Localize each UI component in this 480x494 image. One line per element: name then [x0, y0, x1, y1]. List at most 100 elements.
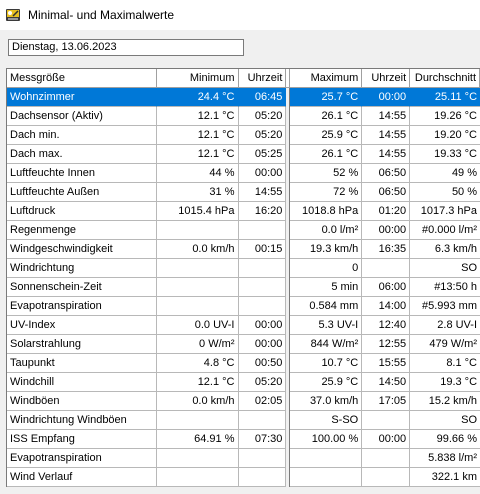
table-row[interactable]: Windgeschwindigkeit 0.0 km/h 00:15 19.3 km/…: [7, 240, 480, 259]
min-time: 00:00: [238, 335, 287, 354]
measure-name: Dachsensor (Aktiv): [7, 107, 157, 126]
column-gap: [286, 430, 291, 449]
min-value: 12.1 °C: [156, 126, 239, 145]
table-row[interactable]: Luftdruck 1015.4 hPa 16:20 1018.8 hPa 01:20 1…: [7, 202, 480, 221]
max-value: [290, 449, 363, 468]
measure-name: Dach max.: [7, 145, 157, 164]
table-row[interactable]: Evapotranspiration 5.838 l/m²: [7, 449, 480, 468]
measure-name: Regenmenge: [7, 221, 157, 240]
max-value: 37.0 km/h: [290, 392, 363, 411]
max-time: 00:00: [362, 88, 411, 107]
table-row[interactable]: Wind Verlauf 322.1 km: [7, 468, 480, 487]
header-maximum[interactable]: Maximum: [290, 69, 363, 88]
min-value: 0.0 UV-I: [156, 316, 239, 335]
max-value: 0.584 mm: [290, 297, 363, 316]
max-time: 12:40: [362, 316, 411, 335]
measure-name: Sonnenschein-Zeit: [7, 278, 157, 297]
table-row[interactable]: Luftfeuchte Außen 31 % 14:55 72 % 06:50 50 %: [7, 183, 480, 202]
avg-value: 322.1 km: [410, 468, 480, 487]
min-time: 00:15: [238, 240, 287, 259]
column-gap: [286, 69, 291, 88]
avg-value: 6.3 km/h: [410, 240, 480, 259]
values-table[interactable]: Messgröße Minimum Uhrzeit Maximum Uhrzei…: [6, 68, 480, 487]
table-row[interactable]: Luftfeuchte Innen 44 % 00:00 52 % 06:50 49 %: [7, 164, 480, 183]
min-time: 16:20: [238, 202, 287, 221]
table-row[interactable]: Dach max. 12.1 °C 05:25 26.1 °C 14:55 19.33 °…: [7, 145, 480, 164]
max-value: 10.7 °C: [290, 354, 363, 373]
max-value: 0.0 l/m²: [290, 221, 363, 240]
min-value: [156, 468, 239, 487]
min-time: 05:25: [238, 145, 287, 164]
measure-name: Luftfeuchte Innen: [7, 164, 157, 183]
min-time: 05:20: [238, 373, 287, 392]
table-row[interactable]: ISS Empfang 64.91 % 07:30 100.00 % 00:00 99.6…: [7, 430, 480, 449]
measure-name: Evapotranspiration: [7, 297, 157, 316]
date-field[interactable]: Dienstag, 13.06.2023: [8, 39, 244, 56]
max-value: 844 W/m²: [290, 335, 363, 354]
max-time: [362, 259, 411, 278]
table-row[interactable]: Dach min. 12.1 °C 05:20 25.9 °C 14:55 19.20 °…: [7, 126, 480, 145]
min-value: 44 %: [156, 164, 239, 183]
column-gap: [286, 240, 291, 259]
min-time: 00:50: [238, 354, 287, 373]
table-row[interactable]: Sonnenschein-Zeit 5 min 06:00 #13:50 h: [7, 278, 480, 297]
min-time: 07:30: [238, 430, 287, 449]
min-time: [238, 449, 287, 468]
max-time: 12:55: [362, 335, 411, 354]
max-value: 72 %: [290, 183, 363, 202]
min-value: [156, 221, 239, 240]
column-gap: [286, 107, 291, 126]
header-minimum[interactable]: Minimum: [156, 69, 239, 88]
weather-station-icon: [5, 7, 21, 23]
column-gap: [286, 411, 291, 430]
column-gap: [286, 259, 291, 278]
avg-value: 8.1 °C: [410, 354, 480, 373]
column-gap: [286, 316, 291, 335]
max-value: 25.9 °C: [290, 126, 363, 145]
max-time: 14:55: [362, 145, 411, 164]
min-time: [238, 221, 287, 240]
max-value: 19.3 km/h: [290, 240, 363, 259]
min-value: [156, 278, 239, 297]
header-max-time[interactable]: Uhrzeit: [362, 69, 411, 88]
table-row[interactable]: Solarstrahlung 0 W/m² 00:00 844 W/m² 12:55 47…: [7, 335, 480, 354]
min-value: 24.4 °C: [156, 88, 239, 107]
column-gap: [286, 221, 291, 240]
table-row[interactable]: Taupunkt 4.8 °C 00:50 10.7 °C 15:55 8.1 °C: [7, 354, 480, 373]
header-messgroesse[interactable]: Messgröße: [7, 69, 157, 88]
avg-value: 5.838 l/m²: [410, 449, 480, 468]
table-row[interactable]: Dachsensor (Aktiv) 12.1 °C 05:20 26.1 °C 14:…: [7, 107, 480, 126]
max-time: 15:55: [362, 354, 411, 373]
header-durchschnitt[interactable]: Durchschnitt: [410, 69, 480, 88]
avg-value: #5.993 mm: [410, 297, 480, 316]
table-row[interactable]: Regenmenge 0.0 l/m² 00:00 #0.000 l/m²: [7, 221, 480, 240]
measure-name: Wohnzimmer: [7, 88, 157, 107]
min-value: [156, 297, 239, 316]
table-row[interactable]: Windrichtung Windböen S-SO SO: [7, 411, 480, 430]
min-time: [238, 468, 287, 487]
min-value: 0.0 km/h: [156, 392, 239, 411]
min-time: 06:45: [238, 88, 287, 107]
max-value: 100.00 %: [290, 430, 363, 449]
max-time: 00:00: [362, 221, 411, 240]
header-min-time[interactable]: Uhrzeit: [238, 69, 287, 88]
column-gap: [286, 202, 291, 221]
column-gap: [286, 392, 291, 411]
column-gap: [286, 354, 291, 373]
table-row[interactable]: UV-Index 0.0 UV-I 00:00 5.3 UV-I 12:40 2.8 UV…: [7, 316, 480, 335]
min-time: 00:00: [238, 164, 287, 183]
table-row[interactable]: Windchill 12.1 °C 05:20 25.9 °C 14:50 19.3 °C: [7, 373, 480, 392]
table-row[interactable]: Wohnzimmer 24.4 °C 06:45 25.7 °C 00:00 25.11 …: [7, 88, 480, 107]
measure-name: ISS Empfang: [7, 430, 157, 449]
measure-name: Evapotranspiration: [7, 449, 157, 468]
table-row[interactable]: Windböen 0.0 km/h 02:05 37.0 km/h 17:05 15.2 …: [7, 392, 480, 411]
column-gap: [286, 449, 291, 468]
table-row[interactable]: Evapotranspiration 0.584 mm 14:00 #5.993 mm: [7, 297, 480, 316]
dialog-body: Dienstag, 13.06.2023 Messgröße Minimum U…: [0, 30, 480, 494]
avg-value: SO: [410, 259, 480, 278]
measure-name: Luftdruck: [7, 202, 157, 221]
avg-value: 25.11 °C: [410, 88, 480, 107]
measure-name: Taupunkt: [7, 354, 157, 373]
table-row[interactable]: Windrichtung 0 SO: [7, 259, 480, 278]
min-value: 12.1 °C: [156, 107, 239, 126]
